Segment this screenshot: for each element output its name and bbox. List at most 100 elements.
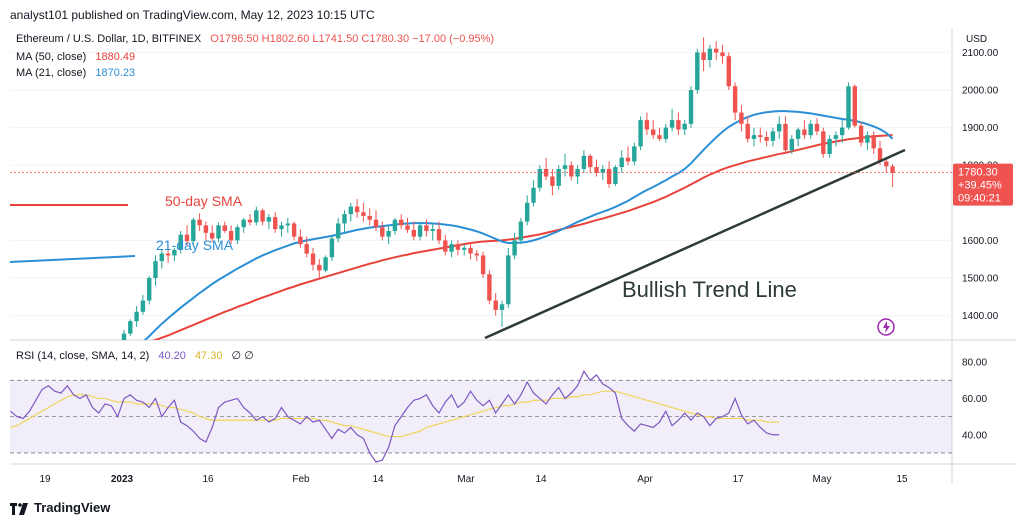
time-tick-label: 17 xyxy=(732,474,744,485)
candle-body xyxy=(178,234,183,250)
candle-body xyxy=(499,304,505,310)
candle-body xyxy=(663,127,668,139)
candle-body xyxy=(651,129,656,136)
candle-body xyxy=(285,223,290,226)
candle-body xyxy=(865,135,870,143)
candle-body xyxy=(506,255,511,305)
candle-body xyxy=(531,187,536,203)
candle-body xyxy=(373,219,379,228)
candle-body xyxy=(606,168,612,184)
rsi-pane xyxy=(10,370,952,463)
candle-body xyxy=(165,253,171,256)
candle-body xyxy=(814,123,820,132)
price-tick-label: 1400.00 xyxy=(962,311,999,322)
candle-body xyxy=(884,161,889,167)
time-tick-label: 14 xyxy=(535,474,547,485)
candle-body xyxy=(493,300,498,310)
symbol-name[interactable]: Ethereum / U.S. Dollar, 1D, BITFINEX xyxy=(16,33,202,45)
events-icon xyxy=(877,318,895,336)
candle-body xyxy=(852,86,857,126)
candle-body xyxy=(399,219,404,226)
candle-body xyxy=(247,219,253,223)
candle-body xyxy=(411,229,416,237)
candle-body xyxy=(840,127,845,136)
candle-body xyxy=(210,232,215,239)
legend-ma21[interactable]: MA (21, close) 1870.23 xyxy=(16,67,135,79)
candle-body xyxy=(632,146,637,162)
candle-body xyxy=(203,225,209,233)
candle-body xyxy=(184,234,190,242)
candle-body xyxy=(480,255,486,275)
price-tick-label: 2000.00 xyxy=(962,86,999,97)
candle-body xyxy=(877,148,883,162)
candle-body xyxy=(140,300,146,312)
candle-body xyxy=(134,311,139,322)
candle-body xyxy=(871,135,876,149)
candle-body xyxy=(254,210,259,223)
axes: USD2100.002000.001900.001800.001600.0015… xyxy=(39,34,1013,485)
candle-body xyxy=(575,168,580,177)
candle-body xyxy=(336,223,341,239)
time-tick-label: Mar xyxy=(457,474,475,485)
candle-body xyxy=(525,202,530,222)
candle-body xyxy=(619,157,624,168)
candle-body xyxy=(235,227,240,241)
rsi-value: 40.20 xyxy=(158,350,186,362)
ma21-value: 1870.23 xyxy=(95,67,136,79)
candle-body xyxy=(644,120,650,130)
rsi-sma-value: 47.30 xyxy=(194,350,223,362)
candlesticks xyxy=(121,37,895,340)
candle-body xyxy=(657,135,662,139)
candle-body xyxy=(367,215,372,220)
legend-rsi[interactable]: RSI (14, close, SMA, 14, 2) 40.20 47.30 … xyxy=(16,349,254,362)
grid xyxy=(10,28,1016,484)
drawings: Bullish Trend Line 50-day SMA 21-day SMA xyxy=(9,148,952,340)
candle-body xyxy=(613,167,618,184)
candle-body xyxy=(827,138,832,154)
ma50-label: MA (50, close) xyxy=(16,51,87,63)
candle-body xyxy=(846,86,851,128)
candle-body xyxy=(758,135,763,138)
candle-body xyxy=(380,227,385,237)
last-price-badge xyxy=(953,163,1013,206)
price-tick-label: 2100.00 xyxy=(962,48,999,59)
candle-body xyxy=(361,212,366,216)
bullish-trend-line xyxy=(484,148,906,340)
candle-body xyxy=(550,176,555,186)
candle-body xyxy=(726,56,731,87)
candle-body xyxy=(392,219,398,231)
candle-body xyxy=(688,90,694,124)
candle-body xyxy=(858,125,864,143)
candle-body xyxy=(424,225,429,231)
rsi-tick-label: 40.00 xyxy=(962,430,987,441)
candle-body xyxy=(405,225,410,230)
candle-body xyxy=(745,123,750,139)
candle-body xyxy=(291,223,297,237)
candle-body xyxy=(298,236,303,245)
candle-body xyxy=(386,230,391,237)
candle-body xyxy=(121,333,127,340)
candle-body xyxy=(222,225,227,231)
candle-body xyxy=(159,253,164,262)
candle-body xyxy=(764,137,769,141)
candle-body xyxy=(128,321,133,334)
ohlc-values: O1796.50 H1802.60 L1741.50 C1780.30 −17.… xyxy=(210,33,495,45)
candle-body xyxy=(417,225,423,237)
candle-body xyxy=(216,225,221,239)
tradingview-brand[interactable]: TradingView xyxy=(10,500,110,515)
sma50-label: 50-day SMA xyxy=(165,193,243,209)
last-change: +39.45% xyxy=(958,180,1002,192)
price-axis-currency: USD xyxy=(966,34,987,45)
candle-body xyxy=(443,240,448,252)
candle-body xyxy=(802,129,807,136)
candle-body xyxy=(172,249,177,256)
candle-body xyxy=(279,225,284,230)
rsi-tick-label: 60.00 xyxy=(962,394,987,405)
candle-body xyxy=(537,168,542,188)
ma50-line xyxy=(152,134,893,340)
time-tick-label: 15 xyxy=(896,474,908,485)
candle-body xyxy=(770,131,776,141)
candle-body xyxy=(342,214,347,224)
lightning-icon xyxy=(883,321,890,333)
legend-ma50[interactable]: MA (50, close) 1880.49 xyxy=(16,51,135,63)
